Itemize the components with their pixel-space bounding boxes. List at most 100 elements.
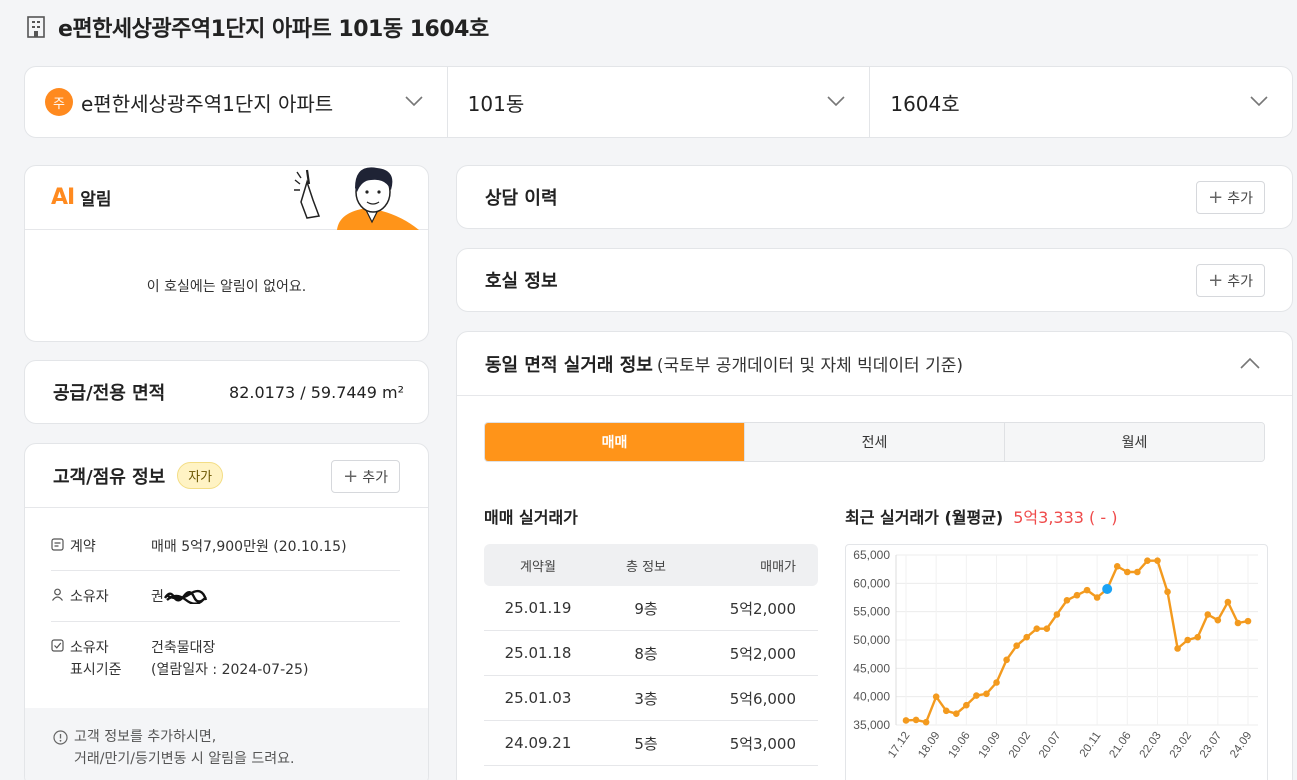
y-tick-label: 45,000 <box>853 661 890 675</box>
data-point <box>1184 636 1191 644</box>
document-icon <box>51 538 64 551</box>
y-tick-label: 60,000 <box>853 576 890 590</box>
table-row: 25.01.19 9층 5억2,000 <box>484 586 818 631</box>
add-customer-button[interactable]: + 추가 <box>331 460 400 493</box>
chevron-down-icon <box>827 96 845 107</box>
person-icon <box>52 588 63 601</box>
x-tick-label: 23.07 <box>1198 730 1224 760</box>
table-row: 24.09.21 5층 5억3,000 <box>484 721 818 766</box>
owner-basis-row: 소유자 표시기준 건축물대장 (열람일자 : 2024-07-25) <box>51 637 400 682</box>
housing-type-badge: 주 <box>45 88 73 116</box>
table-header: 계약월 층 정보 매매가 <box>484 544 818 586</box>
tab-jeonse[interactable]: 전세 <box>745 423 1005 461</box>
cell-date: 25.01.19 <box>504 599 572 617</box>
data-point <box>932 693 940 700</box>
chart-title-row: 최근 실거래가 (월평균) 5억3,333 ( - ) <box>845 504 1117 528</box>
data-point <box>1244 617 1252 625</box>
add-consult-label: 추가 <box>1227 190 1253 207</box>
series-line <box>905 559 1249 724</box>
data-point <box>912 716 920 724</box>
cell-price: 5억2,000 <box>729 599 796 618</box>
data-point <box>973 692 980 699</box>
owner-value: 권 <box>151 589 164 605</box>
contract-key: 계약 <box>70 539 96 555</box>
room-info-title: 호실 정보 <box>485 271 558 292</box>
recent-price: 5억3,333 ( - ) <box>1013 508 1118 527</box>
area-card: 공급/전용 면적 82.0173 / 59.7449 m² <box>24 360 429 424</box>
cell-floor: 3층 <box>634 689 658 708</box>
building-icon <box>27 16 45 38</box>
complex-select[interactable]: 주 e편한세상광주역1단지 아파트 <box>25 67 448 137</box>
data-point <box>1123 568 1131 576</box>
data-point <box>1214 616 1222 624</box>
x-tick-label: 20.07 <box>1037 730 1063 760</box>
data-point <box>1023 633 1031 641</box>
cell-price: 5억2,000 <box>729 644 796 663</box>
customer-note-line1: 고객 정보를 추가하시면, <box>74 729 217 745</box>
occupancy-badge: 자가 <box>177 462 224 489</box>
checkbox-icon <box>51 639 64 652</box>
tab-sale[interactable]: 매매 <box>485 423 745 461</box>
x-tick-label: 19.06 <box>946 730 972 760</box>
data-point <box>983 690 990 698</box>
divider <box>51 570 400 571</box>
x-tick-label: 21.06 <box>1107 730 1133 760</box>
data-point <box>1033 625 1041 632</box>
building-select[interactable]: 101동 <box>448 67 871 137</box>
y-tick-label: 35,000 <box>853 718 890 732</box>
data-point <box>1113 563 1121 570</box>
plus-icon: + <box>1208 269 1224 291</box>
tab-monthly-rent[interactable]: 월세 <box>1005 423 1264 461</box>
data-point <box>1134 568 1141 576</box>
building-select-value: 101동 <box>467 91 525 116</box>
x-tick-label: 23.02 <box>1168 730 1194 760</box>
price-chart-container: 35,000 40,000 45,000 50,000 55,000 60,000 65,0… <box>845 544 1268 780</box>
deal-info-subtitle: (국토부 공개데이터 및 자체 빅데이터 기준) <box>656 356 964 376</box>
data-point <box>1154 557 1161 564</box>
cell-date: 24.09.21 <box>504 734 572 752</box>
customer-card: 고객/점유 정보 자가 + 추가 계약 매매 5억7,900만원 (20.10.… <box>24 443 429 780</box>
plus-icon: + <box>343 465 359 487</box>
table-row: 25.01.18 8층 5억2,000 <box>484 631 818 676</box>
cell-floor: 9층 <box>634 599 658 618</box>
x-tick-label: 17.12 <box>886 730 912 760</box>
deal-info-title: 동일 면적 실거래 정보 <box>485 354 653 376</box>
add-room-info-label: 추가 <box>1227 273 1253 290</box>
data-point <box>1083 586 1091 594</box>
data-point <box>1144 557 1151 564</box>
page-header: e편한세상광주역1단지 아파트 101동 1604호 <box>26 10 489 44</box>
unit-select[interactable]: 1604호 <box>870 67 1292 137</box>
data-point <box>1053 611 1061 618</box>
data-point <box>1073 591 1081 599</box>
data-point <box>942 707 950 715</box>
chevron-up-icon[interactable] <box>1240 357 1260 369</box>
area-label: 공급/전용 면적 <box>53 383 166 404</box>
deal-info-card: 동일 면적 실거래 정보 (국토부 공개데이터 및 자체 빅데이터 기준) 매매… <box>456 331 1293 780</box>
sale-table-title: 매매 실거래가 <box>484 508 578 527</box>
deal-info-header[interactable]: 동일 면적 실거래 정보 (국토부 공개데이터 및 자체 빅데이터 기준) <box>457 332 1292 396</box>
ai-logo: AI <box>51 185 75 210</box>
add-room-info-button[interactable]: + 추가 <box>1196 264 1265 297</box>
data-point <box>1224 598 1232 606</box>
data-point <box>1003 656 1010 664</box>
y-tick-label: 55,000 <box>853 605 890 619</box>
owner-key: 소유자 <box>70 589 109 605</box>
y-tick-label: 40,000 <box>853 690 890 704</box>
add-customer-label: 추가 <box>362 469 388 486</box>
alert-empty-text: 이 호실에는 알림이 없어요. <box>146 279 307 295</box>
customer-header: 고객/점유 정보 자가 + 추가 <box>25 444 428 508</box>
price-line-chart: 35,000 40,000 45,000 50,000 55,000 60,000 65,0… <box>853 548 1258 760</box>
column-header-floor: 층 정보 <box>625 559 666 575</box>
consult-history-title: 상담 이력 <box>485 188 558 209</box>
data-point <box>1204 611 1212 618</box>
alert-header: AI 알림 <box>25 166 428 230</box>
data-point <box>922 718 930 726</box>
add-consult-button[interactable]: + 추가 <box>1196 181 1265 214</box>
data-point <box>1013 642 1020 649</box>
contract-row: 계약 매매 5억7,900만원 (20.10.15) <box>51 536 400 556</box>
owner-basis-key: 소유자 표시기준 <box>70 640 122 679</box>
data-point <box>1063 597 1071 604</box>
data-point <box>1164 588 1171 596</box>
cell-date: 25.01.18 <box>504 644 572 662</box>
x-tick-label: 18.09 <box>916 730 942 760</box>
